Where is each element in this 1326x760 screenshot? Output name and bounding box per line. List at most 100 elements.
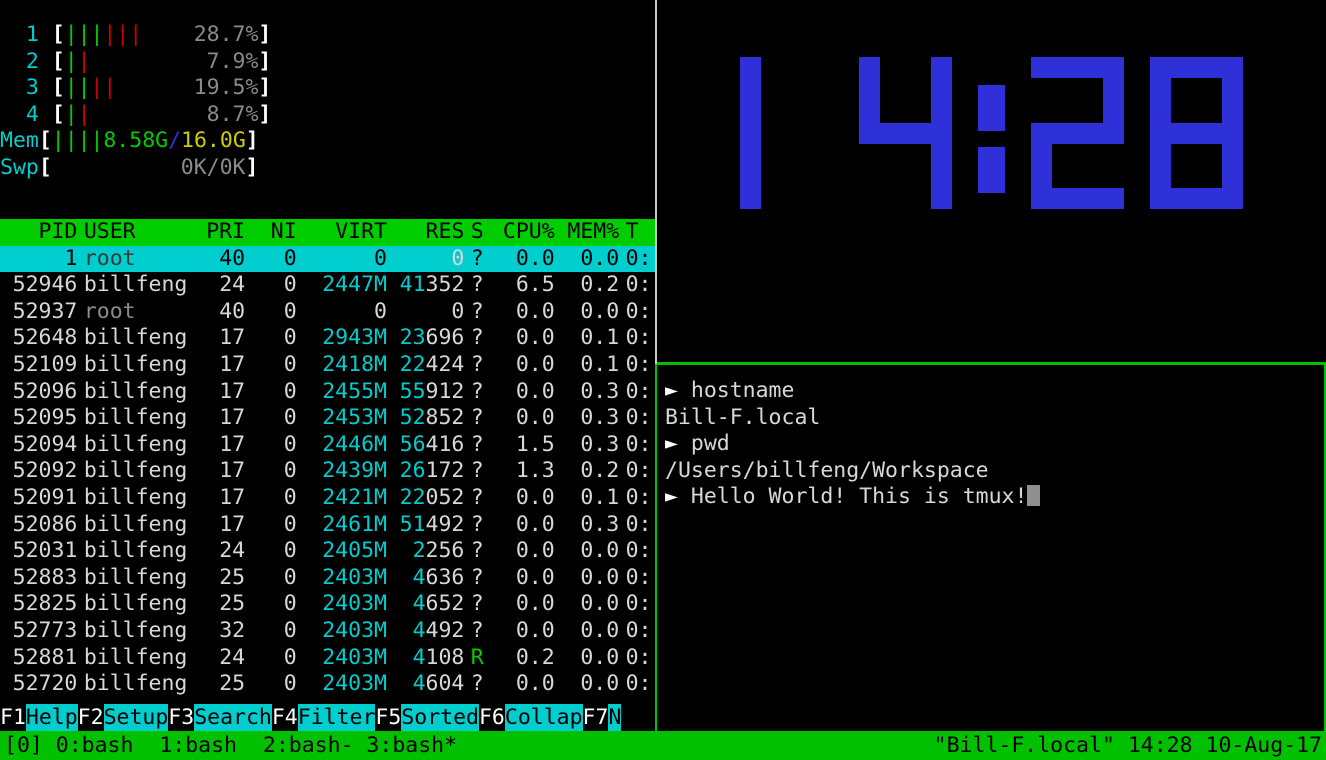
pane-border-vertical-inactive[interactable] [655,0,657,364]
htop-pane[interactable]: 1 [|||||| 28.7%] 2 [|| 7.9%] 3 [|||| 19.… [0,0,655,731]
process-time: 0: [625,538,652,564]
process-row[interactable]: 52109 billfeng 17 0 2418M 22424? 0.0 0.1 0: [0,352,655,379]
process-virt: 2403M [322,671,387,697]
process-res: 26172 [399,458,465,484]
meter-bracket-close: ] [245,154,259,180]
process-row[interactable]: 52086 billfeng 17 0 2461M 51492? 0.0 0.3 0: [0,512,655,539]
shell-command-text: Hello World! This is tmux! [677,484,1028,510]
process-pid: 52091 [12,484,78,510]
fkey-f4-label[interactable]: Filter [297,704,376,731]
fkey-f6-key[interactable]: F6 [478,704,505,731]
cpu-meter-1[interactable]: 1 [|||||| 28.7%] [0,22,655,49]
process-row[interactable]: 52881 billfeng 24 0 2403M 4108 R 0.2 0.0 0: [0,645,655,672]
prompt-arrow-icon: ► [665,484,678,510]
column-header-s[interactable]: S [470,219,484,244]
fkey-f7-key[interactable]: F7 [582,704,609,731]
tmux-status-bar[interactable]: [0] 0:bash 1:bash 2:bash- 3:bash* "Bill-… [0,731,1326,760]
process-row[interactable]: 52095 billfeng 17 0 2453M 52852? 0.0 0.3 0: [0,405,655,432]
process-mem-pct: 0.1 [580,325,620,351]
cpu-meter-bars-4: || [64,101,91,127]
process-row[interactable]: 1 root 40 0 0 0? 0.0 0.0 0: [0,245,655,273]
process-pid: 52109 [12,351,78,377]
process-priority: 17 [219,378,246,404]
process-priority: 17 [219,351,246,377]
process-priority: 17 [219,431,246,457]
fkey-f3-label[interactable]: Search [194,704,272,731]
process-time: 0: [625,591,652,617]
process-table-body[interactable]: 1 root 40 0 0 0? 0.0 0.0 0: 52946 billfeng 24 0 2447M… [0,245,655,698]
cpu-meter-label-2: 2 [0,48,52,74]
fkey-f2-key[interactable]: F2 [77,704,104,731]
process-nice: 0 [283,405,297,431]
fkey-f1-key[interactable]: F1 [0,704,26,731]
fkey-f5-key[interactable]: F5 [375,704,402,731]
process-row[interactable]: 52031 billfeng 24 0 2405M 2256? 0.0 0.0 0: [0,538,655,565]
fkey-f4-key[interactable]: F4 [271,704,298,731]
fkey-f6-label[interactable]: Collap [504,704,583,731]
process-pid: 52720 [12,671,78,697]
process-cpu-pct: 0.0 [515,351,555,377]
process-row[interactable]: 52883 billfeng 25 0 2403M 4636? 0.0 0.0 0: [0,565,655,592]
tmux-clock-pane[interactable] [657,0,1326,362]
process-row[interactable]: 52937 root 40 0 0 0? 0.0 0.0 0: [0,299,655,326]
process-mem-pct: 0.3 [580,511,620,537]
htop-function-key-bar[interactable]: F1Help F2Setup F3SearchF4FilterF5SortedF… [0,704,655,731]
column-header-virt[interactable]: VIRT [335,219,387,244]
column-header-res[interactable]: RES [425,219,465,244]
meter-bracket-open: [ [38,128,52,154]
process-row[interactable]: 52773 billfeng 32 0 2403M 4492? 0.0 0.0 0: [0,618,655,645]
clock-display [657,57,1326,209]
pane-border-vertical-active[interactable] [655,364,657,731]
memory-meter[interactable]: Mem[||||8.58G/16.0G] [0,128,655,155]
process-time: 0: [625,564,652,590]
process-pid: 52094 [12,431,78,457]
shell-pane[interactable]: ► hostname Bill-F.local ► pwd/Users/billfe… [657,364,1326,731]
shell-command-text: pwd [677,431,730,457]
cpu-meter-bars-1: |||||| [64,22,143,47]
process-nice: 0 [283,538,297,564]
pane-border-horizontal-active[interactable] [657,362,1326,365]
cpu-meter-4[interactable]: 4 [|| 8.7%] [0,102,655,129]
fkey-f3-key[interactable]: F3 [168,704,195,731]
process-table-header[interactable]: PID USER PRI NI VIRT RES S CPU% MEM% T [0,219,655,246]
fkey-f2-label[interactable]: Setup [103,704,169,731]
column-header-user[interactable]: USER [83,219,136,244]
process-row[interactable]: 52091 billfeng 17 0 2421M 22052? 0.0 0.1 0: [0,485,655,512]
shell-command-line: ► pwd [665,431,1320,458]
fkey-f7-label[interactable]: N [608,704,622,731]
process-row[interactable]: 52092 billfeng 17 0 2439M 26172? 1.3 0.2 0: [0,458,655,485]
column-header-ni[interactable]: NI [270,219,297,244]
shell-output-line: Bill-F.local [665,405,1320,432]
column-header-pid[interactable]: PID [38,219,78,244]
shell-output-text: Bill-F.local [665,404,821,430]
process-row[interactable]: 52720 billfeng 25 0 2403M 4604? 0.0 0.0 0: [0,671,655,698]
process-row[interactable]: 52094 billfeng 17 0 2446M 56416? 1.5 0.3 0: [0,432,655,459]
process-time: 0: [625,351,652,377]
fkey-f5-label[interactable]: Sorted [401,704,479,731]
process-priority: 17 [219,484,246,510]
swap-meter[interactable]: Swp[ 0K/0K] [0,155,655,182]
process-cpu-pct: 0.0 [515,298,555,324]
process-row[interactable]: 52648 billfeng 17 0 2943M 23696? 0.0 0.1 0: [0,325,655,352]
process-row[interactable]: 52946 billfeng 24 0 2447M 41352? 6.5 0.2 0: [0,272,655,299]
clock-digit-1 [740,57,833,209]
process-nice: 0 [283,564,297,590]
fkey-f1-label[interactable]: Help [25,704,78,731]
process-row[interactable]: 52096 billfeng 17 0 2455M 55912? 0.0 0.3 0: [0,379,655,406]
clock-digit-2 [1031,57,1124,209]
process-state: ? [470,564,484,590]
prompt-arrow-icon: ► [665,378,678,403]
cpu-meter-2[interactable]: 2 [|| 7.9%] [0,49,655,76]
column-header-cpu-pct[interactable]: CPU% [502,219,555,244]
cpu-meter-percent-3: 19.5% [180,75,259,101]
process-mem-pct: 0.2 [580,272,620,298]
process-res: 4636 [412,564,465,590]
prompt-arrow-icon: ► [665,431,678,457]
process-row[interactable]: 52825 billfeng 25 0 2403M 4652? 0.0 0.0 0: [0,591,655,618]
shell-command-line: ► Hello World! This is tmux! [665,484,1320,511]
cpu-meter-3[interactable]: 3 [|||| 19.5%] [0,75,655,102]
column-header-pri[interactable]: PRI [206,219,246,244]
column-header-mem-pct[interactable]: MEM% [567,219,620,244]
status-bar-left[interactable]: [0] 0:bash 1:bash 2:bash- 3:bash* [4,733,458,758]
column-header-t[interactable]: T [625,219,639,244]
